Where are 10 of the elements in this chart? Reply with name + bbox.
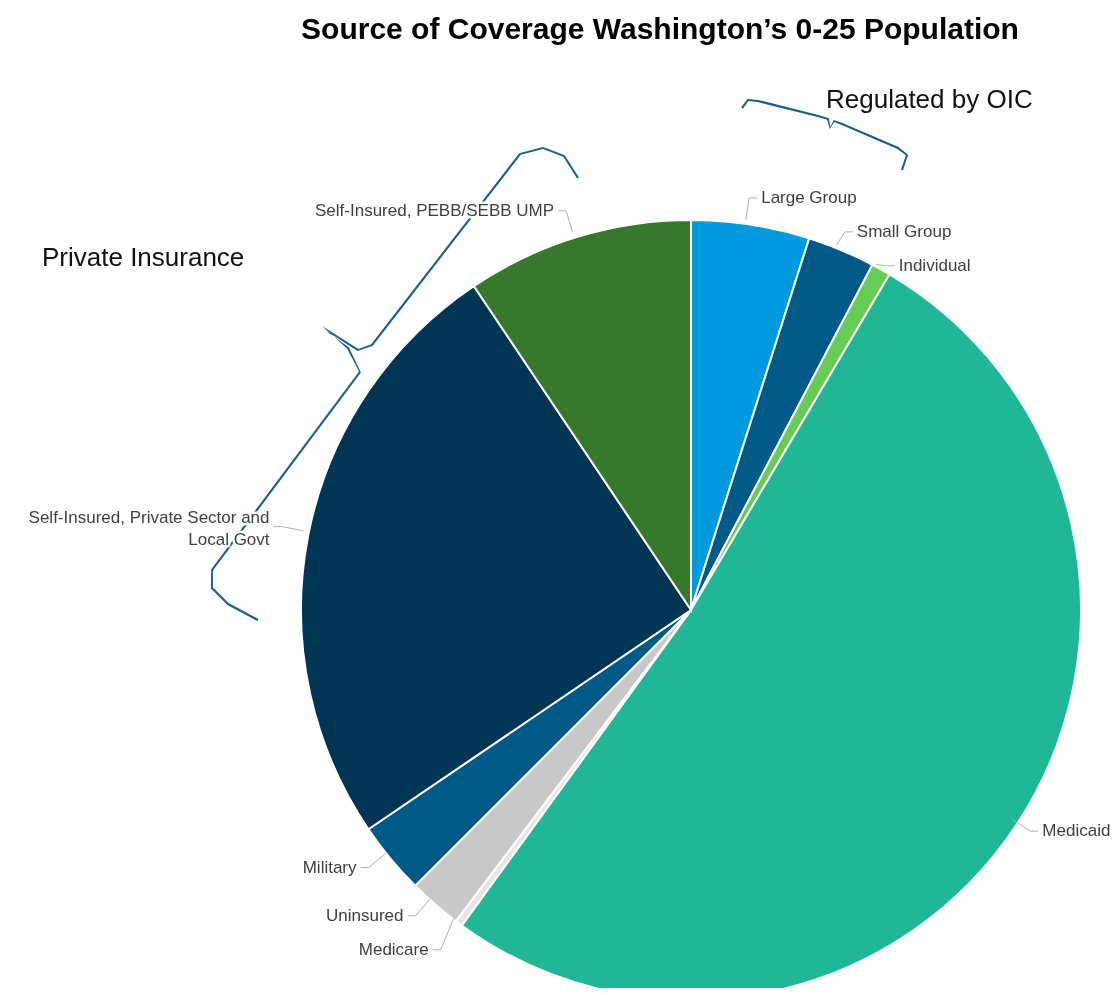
slice-label: Medicaid (1042, 821, 1111, 841)
slice-label: Uninsured (325, 905, 404, 925)
slice-label: Small Group (856, 221, 952, 241)
chart-title: Source of Coverage Washington’s 0-25 Population (300, 12, 1020, 46)
slice-label: Large Group (761, 187, 857, 207)
slice-label: Individual (898, 255, 971, 275)
text: Private Insurance (42, 242, 245, 273)
slice-label: Medicare (358, 939, 429, 959)
slice-label: Military (302, 857, 358, 877)
text: Regulated by OIC (826, 84, 1033, 115)
